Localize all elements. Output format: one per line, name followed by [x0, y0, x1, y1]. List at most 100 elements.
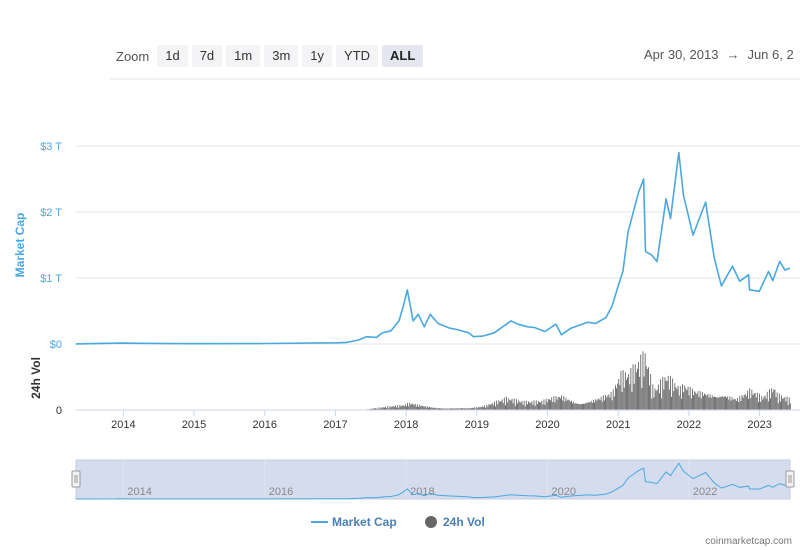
volume-bar — [421, 405, 423, 410]
volume-bar — [506, 396, 507, 410]
volume-bar — [602, 395, 604, 410]
volume-bar — [476, 406, 478, 410]
volume-bar — [693, 395, 694, 410]
volume-bar — [409, 402, 411, 410]
navigator-right-handle[interactable] — [785, 470, 795, 488]
volume-bar — [783, 398, 785, 410]
volume-bar — [742, 397, 744, 410]
navigator-selection — [75, 459, 791, 500]
zoom-1d-button[interactable]: 1d — [157, 45, 188, 67]
market-cap-series — [75, 151, 791, 345]
volume-bar — [704, 393, 705, 410]
volume-bar — [731, 397, 733, 410]
volume-bar — [606, 397, 608, 410]
volume-bar — [712, 397, 714, 410]
volume-bar — [633, 383, 635, 410]
volume-bar — [404, 404, 406, 410]
volume-bar — [747, 390, 748, 410]
volume-tick-label: 0 — [56, 405, 62, 417]
volume-bar — [496, 400, 498, 410]
volume-bar — [769, 389, 770, 410]
volume-bar — [644, 353, 646, 410]
volume-bar — [628, 374, 630, 410]
volume-bar — [489, 404, 491, 410]
y-tick-label: $0 — [50, 339, 62, 351]
navigator-left-handle[interactable] — [71, 470, 81, 488]
volume-bar — [596, 400, 598, 410]
volume-bar — [468, 407, 470, 410]
volume-bar — [648, 367, 649, 410]
volume-bar — [654, 388, 656, 410]
volume-bar — [518, 400, 520, 410]
volume-bar — [734, 399, 736, 410]
zoom-3m-button[interactable]: 3m — [264, 45, 299, 67]
zoom-1y-button[interactable]: 1y — [302, 45, 333, 67]
date-to-input[interactable]: Jun 6, 2 — [747, 47, 794, 62]
volume-bar — [573, 401, 575, 410]
volume-bar — [499, 401, 501, 410]
volume-bar — [626, 380, 627, 410]
volume-bar — [600, 396, 602, 410]
volume-bar — [392, 406, 394, 410]
volume-bar — [775, 397, 777, 410]
volume-bar — [541, 400, 543, 410]
volume-bar — [676, 389, 678, 410]
volume-bar — [784, 397, 786, 410]
volume-bar — [688, 395, 690, 410]
legend-item-24h-vol[interactable]: 24h Vol — [443, 515, 485, 529]
volume-bar — [507, 402, 509, 410]
date-from-input[interactable]: Apr 30, 2013 — [644, 47, 719, 62]
volume-bar — [551, 397, 553, 410]
volume-bar — [495, 406, 496, 410]
volume-bar — [566, 400, 568, 410]
volume-series — [191, 351, 791, 410]
volume-bar — [710, 397, 712, 410]
volume-bar — [466, 407, 468, 410]
grid — [76, 145, 800, 345]
volume-bar — [555, 396, 557, 410]
volume-bar — [729, 396, 731, 410]
volume-bar — [632, 364, 634, 410]
volume-bar — [707, 394, 709, 410]
volume-bar — [528, 401, 529, 410]
volume-bar — [649, 385, 650, 410]
volume-bar — [558, 397, 560, 410]
volume-bar — [419, 404, 421, 410]
volume-bar — [646, 369, 648, 410]
zoom-all-button[interactable]: ALL — [382, 45, 424, 67]
zoom-ytd-button[interactable]: YTD — [336, 45, 379, 67]
volume-bar — [697, 391, 699, 410]
volume-bar — [375, 408, 377, 410]
volume-bar — [692, 388, 693, 410]
volume-bar — [663, 389, 665, 410]
volume-bar — [374, 408, 375, 410]
volume-bar — [577, 403, 579, 410]
volume-bar — [706, 395, 708, 410]
zoom-1m-button[interactable]: 1m — [226, 45, 261, 67]
volume-bar — [488, 404, 490, 410]
volume-bar — [589, 402, 591, 410]
volume-bar — [436, 407, 438, 410]
volume-bar — [474, 407, 476, 410]
volume-bar — [467, 408, 469, 410]
volume-bar — [715, 397, 716, 410]
navigator[interactable]: 2014 2016 2018 2020 2022 — [71, 459, 795, 500]
volume-bar — [641, 388, 643, 410]
volume-bar — [525, 400, 527, 410]
volume-bar — [469, 408, 471, 410]
volume-bar — [762, 399, 764, 410]
volume-bar — [538, 401, 539, 410]
zoom-7d-button[interactable]: 7d — [191, 45, 223, 67]
volume-bar — [759, 393, 760, 410]
volume-bar — [450, 408, 451, 410]
volume-bar — [703, 395, 704, 410]
navigator-tick-label: 2016 — [269, 486, 293, 498]
volume-bar — [473, 408, 474, 410]
volume-bar — [739, 396, 741, 410]
volume-bar — [622, 370, 624, 410]
volume-bar — [475, 408, 477, 410]
volume-bar — [465, 408, 467, 410]
legend-item-market-cap[interactable]: Market Cap — [332, 515, 397, 529]
volume-bar — [544, 404, 546, 410]
volume-bar — [406, 406, 407, 410]
